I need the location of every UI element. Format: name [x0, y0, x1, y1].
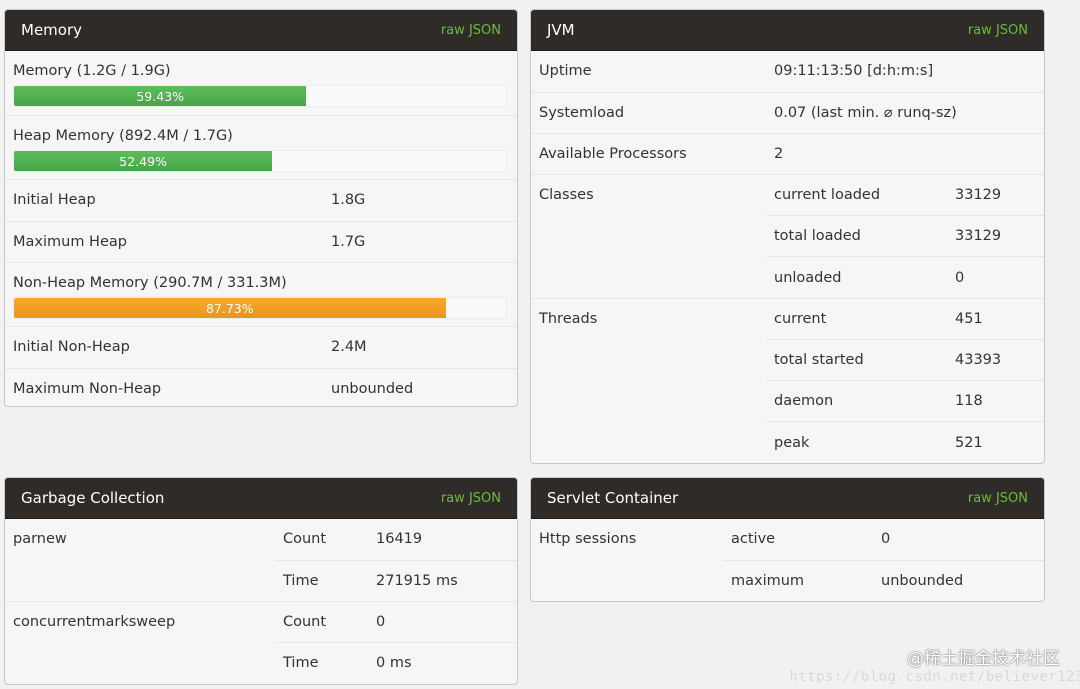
gc-time-value: 0 ms — [368, 642, 517, 684]
gc-time-label: Time — [275, 559, 368, 602]
gc-collector-name: concurrentmarksweep — [5, 600, 275, 684]
classes-total-loaded-value: 33129 — [947, 215, 1044, 257]
threads-current-label: current — [766, 297, 947, 340]
uptime-row: Uptime 09:11:13:50 [d:h:m:s] — [531, 51, 1044, 92]
servlet-panel-title: Servlet Container — [547, 489, 679, 507]
gc-count-value: 0 — [368, 600, 517, 643]
maximum-non-heap-value: unbounded — [331, 380, 414, 397]
gc-panel-header: Garbage Collection raw JSON — [5, 478, 517, 519]
servlet-panel: Servlet Container raw JSON Http sessions… — [530, 477, 1045, 602]
heap-memory-bar: 52.49% — [13, 150, 507, 172]
threads-total-started-value: 43393 — [947, 338, 1044, 381]
classes-total-loaded-label: total loaded — [766, 215, 947, 257]
sessions-maximum-value: unbounded — [873, 559, 1044, 601]
sessions-row: maximum unbounded — [531, 559, 1044, 601]
jvm-panel-header: JVM raw JSON — [531, 10, 1044, 51]
memory-usage-bar: 59.43% — [13, 85, 507, 107]
jvm-table: Uptime 09:11:13:50 [d:h:m:s] Systemload … — [531, 51, 1044, 463]
gc-panel: Garbage Collection raw JSON parnew Count… — [4, 477, 518, 685]
gc-time-label: Time — [275, 642, 368, 684]
threads-peak-value: 521 — [947, 421, 1044, 463]
classes-current-loaded-label: current loaded — [766, 174, 947, 216]
initial-non-heap-row: Initial Non-Heap 2.4M — [5, 326, 517, 368]
processors-row: Available Processors 2 — [531, 132, 1044, 175]
gc-time-value: 271915 ms — [368, 559, 517, 602]
gc-panel-title: Garbage Collection — [21, 489, 165, 507]
maximum-heap-label: Maximum Heap — [13, 233, 127, 250]
classes-label: Classes — [531, 174, 766, 299]
classes-row: unloaded 0 — [531, 256, 1044, 299]
processors-label: Available Processors — [531, 132, 766, 175]
non-heap-memory-row: Non-Heap Memory (290.7M / 331.3M) 87.73% — [5, 262, 517, 326]
threads-label: Threads — [531, 297, 766, 463]
threads-daemon-value: 118 — [947, 379, 1044, 422]
initial-non-heap-label: Initial Non-Heap — [13, 339, 130, 356]
classes-current-loaded-value: 33129 — [947, 174, 1044, 216]
initial-heap-value: 1.8G — [331, 192, 366, 209]
memory-panel-header: Memory raw JSON — [5, 10, 517, 51]
threads-row: daemon 118 — [531, 379, 1044, 422]
threads-peak-label: peak — [766, 421, 947, 463]
memory-panel: Memory raw JSON Memory (1.2G / 1.9G) 59.… — [4, 9, 518, 407]
gc-row: parnew Count 16419 — [5, 519, 517, 560]
non-heap-memory-bar-fill: 87.73% — [14, 298, 446, 318]
heap-memory-bar-fill: 52.49% — [14, 151, 273, 171]
csdn-watermark-url: https://blog.csdn.net/believer123 — [789, 669, 1080, 685]
processors-value: 2 — [766, 132, 1044, 175]
classes-unloaded-value: 0 — [947, 256, 1044, 299]
memory-panel-title: Memory — [21, 21, 83, 39]
gc-count-label: Count — [275, 600, 368, 643]
maximum-non-heap-row: Maximum Non-Heap unbounded — [5, 367, 517, 407]
initial-heap-row: Initial Heap 1.8G — [5, 179, 517, 221]
gc-row: Time 0 ms — [5, 642, 517, 684]
jvm-panel-title: JVM — [547, 21, 575, 39]
systemload-row: Systemload 0.07 (last min. ⌀ runq-sz) — [531, 91, 1044, 134]
gc-collector-name: parnew — [13, 531, 67, 547]
servlet-table: Http sessions active 0 maximum unbounded — [531, 519, 1044, 601]
jvm-raw-json-link[interactable]: raw JSON — [967, 22, 1028, 38]
jvm-panel: JVM raw JSON Uptime 09:11:13:50 [d:h:m:s… — [530, 9, 1045, 464]
http-sessions-label: Http sessions — [539, 531, 637, 547]
sessions-active-value: 0 — [881, 531, 891, 548]
juejin-watermark: @稀土掘金技术社区 — [907, 649, 1060, 669]
gc-row: Time 271915 ms — [5, 559, 517, 602]
non-heap-memory-label: Non-Heap Memory (290.7M / 331.3M) — [13, 275, 287, 291]
maximum-heap-row: Maximum Heap 1.7G — [5, 220, 517, 263]
initial-non-heap-value: 2.4M — [331, 339, 367, 356]
threads-row: peak 521 — [531, 421, 1044, 463]
sessions-active-label: active — [731, 531, 776, 548]
memory-raw-json-link[interactable]: raw JSON — [440, 22, 501, 38]
classes-row: total loaded 33129 — [531, 215, 1044, 257]
threads-row: total started 43393 — [531, 338, 1044, 381]
maximum-non-heap-label: Maximum Non-Heap — [13, 380, 162, 397]
gc-row: concurrentmarksweep Count 0 — [5, 600, 517, 684]
sessions-row: Http sessions active 0 — [531, 519, 1044, 560]
heap-memory-row: Heap Memory (892.4M / 1.7G) 52.49% — [5, 115, 517, 179]
gc-count-label: Count — [283, 531, 327, 548]
non-heap-memory-bar: 87.73% — [13, 297, 507, 319]
threads-row: Threads current 451 — [531, 297, 1044, 463]
classes-row: Classes current loaded 33129 — [531, 174, 1044, 299]
memory-usage-label: Memory (1.2G / 1.9G) — [13, 63, 171, 79]
maximum-heap-value: 1.7G — [331, 233, 366, 250]
memory-usage-row: Memory (1.2G / 1.9G) 59.43% — [5, 51, 517, 115]
uptime-value: 09:11:13:50 [d:h:m:s] — [774, 63, 934, 80]
servlet-panel-header: Servlet Container raw JSON — [531, 478, 1044, 519]
memory-usage-bar-fill: 59.43% — [14, 86, 307, 106]
gc-table: parnew Count 16419 Time 271915 ms concur… — [5, 519, 517, 684]
gc-raw-json-link[interactable]: raw JSON — [440, 490, 501, 506]
sessions-maximum-label: maximum — [723, 559, 873, 601]
threads-total-started-label: total started — [766, 338, 947, 381]
servlet-raw-json-link[interactable]: raw JSON — [967, 490, 1028, 506]
threads-current-value: 451 — [947, 297, 1044, 340]
heap-memory-label: Heap Memory (892.4M / 1.7G) — [13, 128, 233, 144]
classes-unloaded-label: unloaded — [766, 256, 947, 299]
systemload-label: Systemload — [531, 91, 766, 134]
threads-daemon-label: daemon — [766, 379, 947, 422]
gc-count-value: 16419 — [376, 531, 423, 548]
systemload-value: 0.07 (last min. ⌀ runq-sz) — [766, 91, 1044, 134]
initial-heap-label: Initial Heap — [13, 192, 96, 209]
uptime-label: Uptime — [539, 63, 592, 80]
